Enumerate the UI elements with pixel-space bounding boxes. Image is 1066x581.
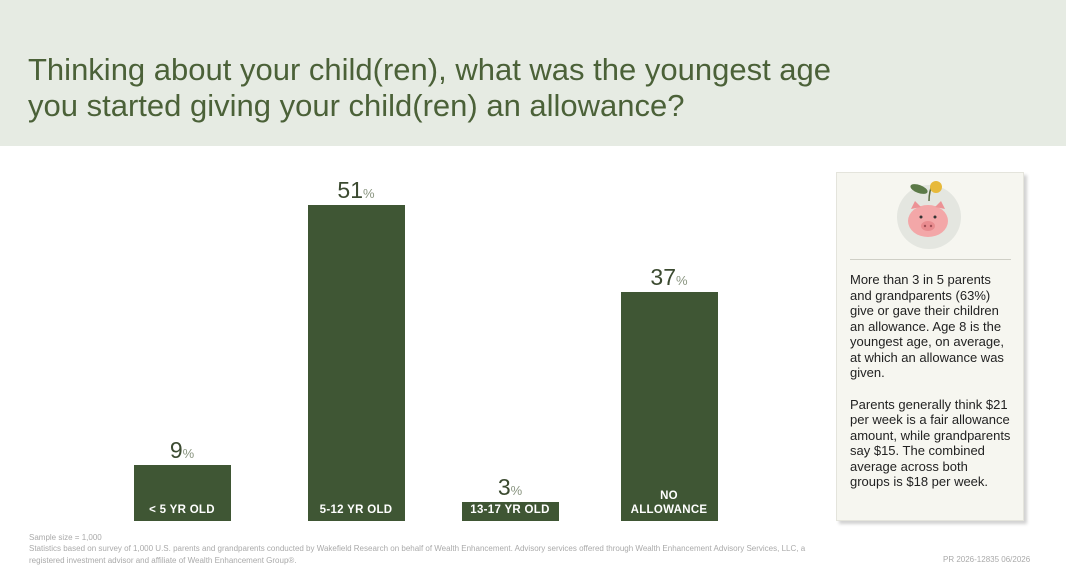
category-label: 13-17 YR OLD <box>470 504 550 516</box>
card-text: Parents generally think $21 per week is … <box>850 396 1011 490</box>
category-label: < 5 YR OLD <box>149 504 215 516</box>
value-suffix: % <box>676 272 688 288</box>
value-suffix: % <box>363 185 375 201</box>
header <box>0 0 1066 146</box>
bar <box>620 291 718 521</box>
info-card: More than 3 in 5 parents and grandparent… <box>836 172 1024 521</box>
bar <box>133 465 231 521</box>
chart-title: Thinking about your child(ren), what was… <box>28 52 832 123</box>
bar <box>461 502 559 521</box>
category-label: 5-12 YR OLD <box>319 504 393 516</box>
value-number: 3 <box>497 474 511 501</box>
category-label: NO ALLOWANCE <box>630 490 708 516</box>
card-text: More than 3 in 5 parents and grandparent… <box>850 272 1004 380</box>
value-number: 51 <box>337 176 364 203</box>
value-label: 37% <box>609 264 729 291</box>
value-label: 51% <box>296 177 416 204</box>
value-suffix: % <box>182 446 195 462</box>
footer-code: PR 2026-12835 06/2026 <box>943 555 1031 564</box>
value-label: 9% <box>122 437 242 464</box>
bar <box>307 204 405 521</box>
value-label: 3% <box>450 474 570 501</box>
value-number: 9 <box>169 437 183 464</box>
piggy-icon <box>897 181 961 249</box>
value-number: 37 <box>650 263 677 290</box>
footnote: Sample size = 1,000 <box>29 533 102 542</box>
footnote: Statistics based on survey of 1,000 U.S.… <box>29 544 806 565</box>
value-suffix: % <box>510 483 523 499</box>
